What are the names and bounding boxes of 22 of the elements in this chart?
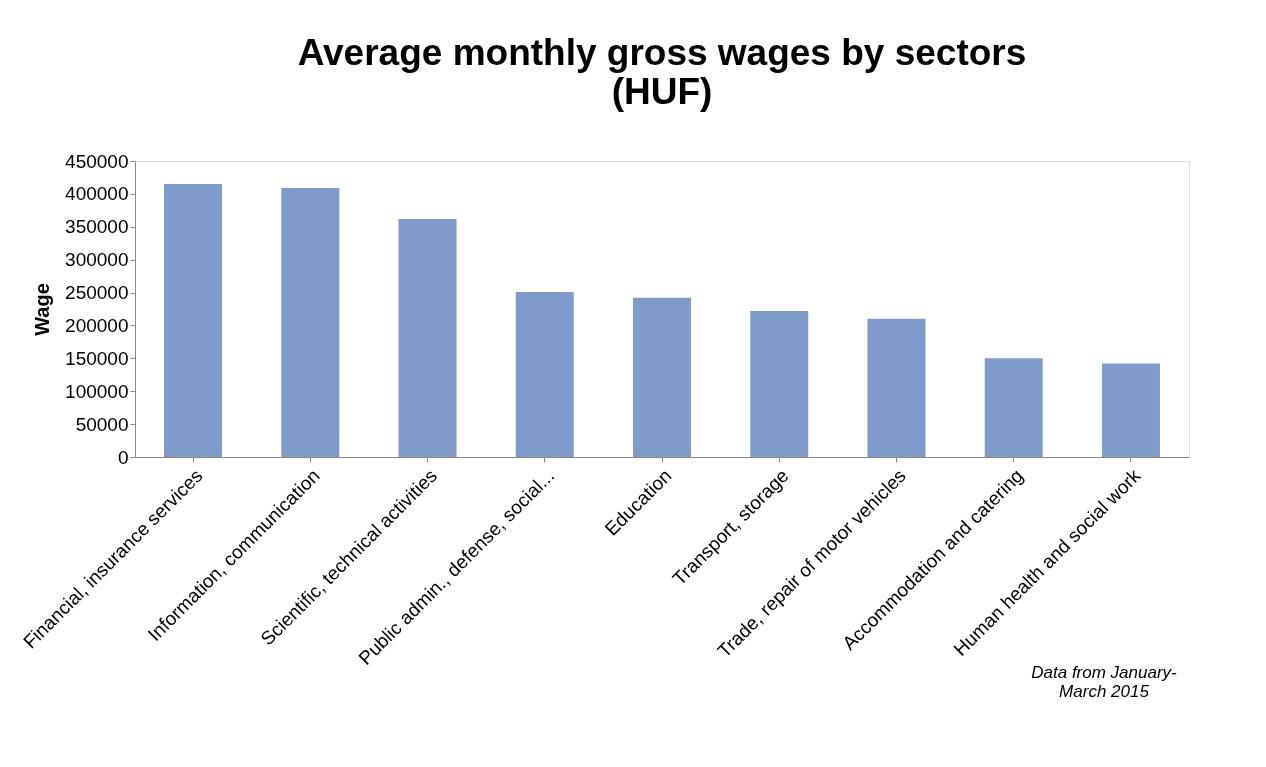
y-tick-label: 400000: [65, 183, 129, 205]
y-tick-label: 300000: [65, 249, 129, 271]
bar: [515, 291, 574, 457]
y-tick-label: 0: [117, 446, 129, 468]
bar: [984, 358, 1043, 457]
bar: [281, 187, 340, 457]
bar: [398, 218, 457, 457]
y-tick-label: 450000: [65, 150, 129, 172]
y-tick-label: 200000: [65, 314, 129, 336]
bar: [164, 184, 223, 457]
y-tick-label: 250000: [65, 282, 129, 304]
bar: [633, 297, 691, 457]
y-tick-label: 150000: [65, 347, 129, 369]
y-tick-label: 50000: [75, 413, 129, 435]
chart-title: Average monthly gross wages by sectors (HUF): [297, 32, 1027, 112]
y-tick-label: 100000: [65, 380, 129, 402]
bar: [1101, 363, 1160, 457]
bar: [750, 310, 809, 457]
y-tick-label: 350000: [65, 216, 129, 238]
text: Data from January- March 2015: [1031, 663, 1178, 701]
y-axis-title: Wage: [31, 283, 54, 336]
bar: [867, 318, 926, 457]
